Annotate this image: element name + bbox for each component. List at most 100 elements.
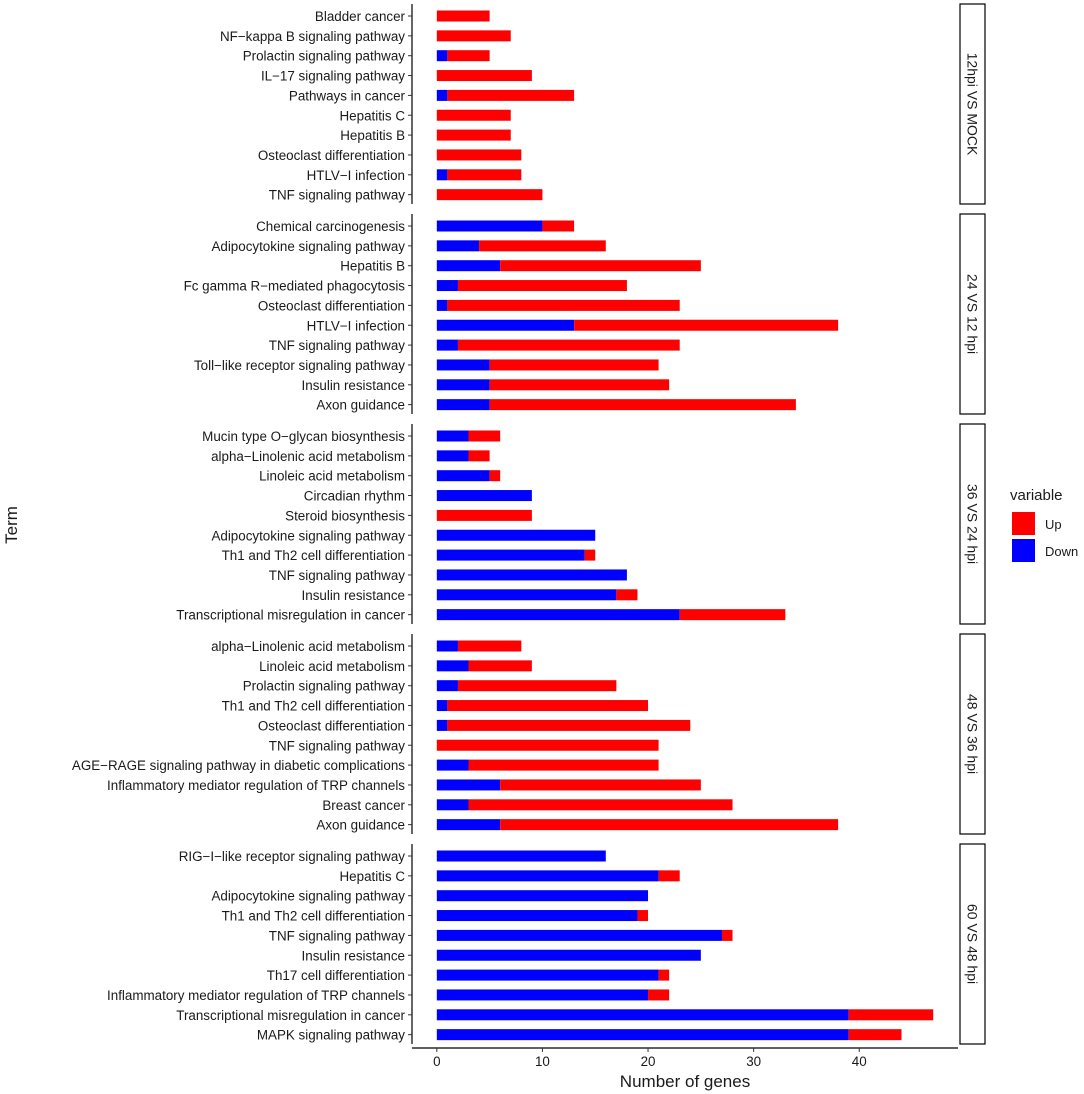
- bar-up: [848, 1029, 902, 1041]
- bar-up: [457, 280, 627, 292]
- bar-up: [436, 189, 543, 201]
- facet-panel: Bladder cancer NF−kappa B signaling pathw…: [220, 3, 986, 205]
- term-label: Mucin type O−glycan biosynthesis: [202, 429, 405, 444]
- bar-up: [489, 359, 659, 371]
- bar-down: [436, 680, 458, 692]
- bar-down: [436, 379, 490, 391]
- term-label: Adipocytokine signaling pathway: [211, 528, 405, 543]
- term-label: Th1 and Th2 cell differentiation: [222, 909, 405, 924]
- bar-up: [436, 70, 532, 82]
- bar-down: [436, 490, 532, 502]
- term-label: Linoleic acid metabolism: [259, 659, 405, 674]
- bar-up: [436, 129, 511, 141]
- term-label: IL−17 signaling pathway: [261, 69, 405, 84]
- bar-up: [447, 299, 680, 311]
- bar-up: [457, 640, 522, 652]
- y-axis-title: Term: [2, 506, 21, 544]
- bar-up: [479, 240, 606, 252]
- facet-strip-label: 12hpi VS MOCK: [965, 53, 981, 156]
- bar-up: [637, 910, 649, 922]
- bar-up: [848, 1009, 934, 1021]
- x-tick-label: 20: [641, 1054, 656, 1069]
- bar-down: [436, 640, 458, 652]
- term-label: Fc gamma R−mediated phagocytosis: [184, 279, 406, 294]
- bar-down: [436, 850, 606, 862]
- bar-up: [500, 779, 701, 791]
- bar-down: [436, 969, 659, 981]
- term-label: Adipocytokine signaling pathway: [211, 889, 405, 904]
- term-label: TNF signaling pathway: [269, 338, 406, 353]
- bar-up: [436, 509, 532, 521]
- term-label: Inflammatory mediator regulation of TRP …: [107, 988, 405, 1003]
- bar-down: [436, 1009, 849, 1021]
- term-label: Bladder cancer: [315, 9, 406, 24]
- bar-up: [447, 719, 691, 731]
- bar-down: [436, 430, 469, 442]
- term-label: Th1 and Th2 cell differentiation: [222, 699, 405, 714]
- term-label: Axon guidance: [316, 398, 405, 413]
- bar-down: [436, 319, 575, 331]
- bar-up: [468, 450, 490, 462]
- bar-down: [436, 549, 585, 561]
- bar-down: [436, 870, 659, 882]
- bar-up: [436, 10, 490, 22]
- facet-panel: RIG−I−like receptor signaling pathway Hep…: [107, 843, 986, 1045]
- x-tick-label: 40: [852, 1054, 867, 1069]
- bar-down: [436, 169, 448, 181]
- bar-down: [436, 569, 627, 581]
- bar-down: [436, 1029, 849, 1041]
- bar-down: [436, 700, 448, 712]
- legend-title: variable: [1010, 487, 1063, 504]
- bar-down: [436, 719, 448, 731]
- bar-up: [447, 89, 575, 101]
- term-label: Prolactin signaling pathway: [243, 679, 406, 694]
- bar-down: [436, 819, 501, 831]
- facet-strip-label: 24 VS 12 hpi: [965, 274, 981, 354]
- term-label: Osteoclast differentiation: [258, 148, 405, 163]
- bar-down: [436, 280, 458, 292]
- bar-down: [436, 399, 490, 411]
- term-label: RIG−I−like receptor signaling pathway: [179, 849, 406, 864]
- term-label: Toll−like receptor signaling pathway: [194, 358, 405, 373]
- bar-up: [658, 870, 680, 882]
- term-label: AGE−RAGE signaling pathway in diabetic c…: [72, 758, 405, 773]
- facet-strip-label: 48 VS 36 hpi: [965, 694, 981, 774]
- bar-down: [436, 260, 501, 272]
- facet-panel: alpha−Linolenic acid metabolism Linoleic …: [72, 633, 986, 835]
- term-label: Hepatitis C: [340, 869, 406, 884]
- panels-layer: Bladder cancer NF−kappa B signaling pathw…: [72, 3, 986, 1045]
- legend: variable Up Down: [1010, 487, 1078, 562]
- bar-down: [436, 660, 469, 672]
- term-label: HTLV−I infection: [307, 318, 405, 333]
- term-label: Th1 and Th2 cell differentiation: [222, 548, 405, 563]
- bar-down: [436, 240, 480, 252]
- term-label: TNF signaling pathway: [269, 738, 406, 753]
- term-label: Osteoclast differentiation: [258, 298, 405, 313]
- term-label: HTLV−I infection: [307, 168, 405, 183]
- bar-down: [436, 359, 490, 371]
- term-label: Th17 cell differentiation: [267, 968, 405, 983]
- bar-up: [542, 220, 575, 232]
- bar-up: [457, 339, 680, 351]
- x-tick-label: 30: [746, 1054, 761, 1069]
- bar-up: [658, 969, 670, 981]
- bar-down: [436, 450, 469, 462]
- term-label: Hepatitis C: [340, 108, 406, 123]
- facet-strip-label: 36 VS 24 hpi: [965, 484, 981, 564]
- bar-down: [436, 589, 617, 601]
- bar-up: [616, 589, 638, 601]
- term-label: Insulin resistance: [302, 588, 405, 603]
- facet-strip: [959, 843, 986, 1045]
- facet-panel: Chemical carcinogenesis Adipocytokine sig…: [184, 213, 986, 415]
- facet-strip: [959, 633, 986, 835]
- legend-swatch-down: [1012, 539, 1035, 562]
- bar-up: [584, 549, 596, 561]
- bar-up: [679, 609, 786, 621]
- term-label: alpha−Linolenic acid metabolism: [211, 449, 405, 464]
- bar-down: [436, 779, 501, 791]
- facet-panel: Mucin type O−glycan biosynthesis alpha−Li…: [176, 423, 986, 625]
- bar-up: [447, 169, 522, 181]
- bar-down: [436, 799, 469, 811]
- bar-down: [436, 529, 596, 541]
